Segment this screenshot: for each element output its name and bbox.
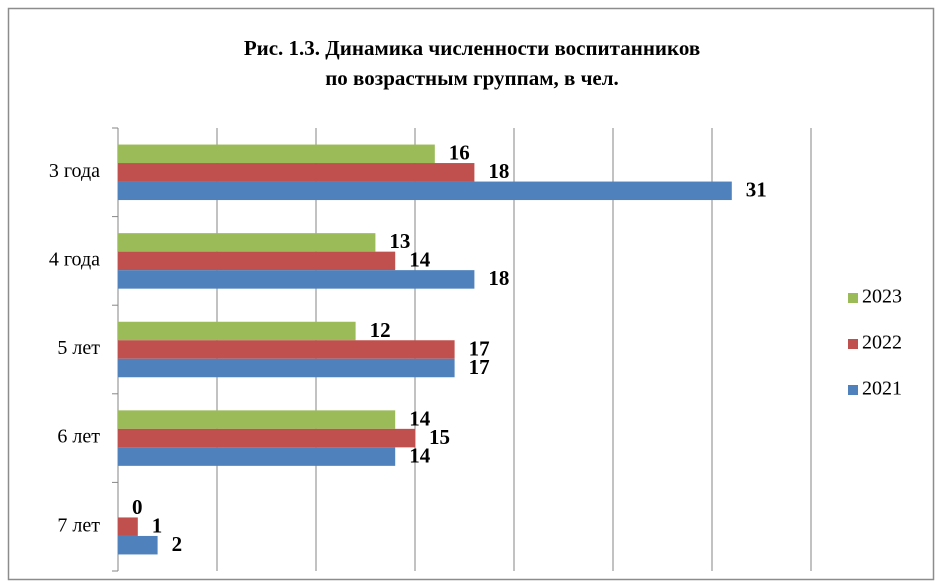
data-label: 14 (409, 406, 431, 430)
data-label: 14 (409, 443, 431, 467)
y-tick-label: 7 лет (57, 514, 100, 536)
bar (118, 144, 435, 164)
data-label: 18 (488, 159, 509, 183)
bar (118, 233, 376, 252)
bar (118, 447, 396, 466)
bar (118, 270, 475, 289)
data-label: 12 (370, 318, 391, 342)
bar (118, 251, 396, 271)
data-label: 31 (746, 178, 767, 202)
bar (118, 517, 138, 536)
data-label: 15 (429, 425, 450, 449)
data-label: 2 (172, 532, 183, 556)
y-tick-label: 3 года (49, 160, 100, 182)
bar (118, 163, 475, 182)
data-label: 17 (469, 355, 490, 379)
bar (118, 535, 158, 555)
data-label: 1 (152, 514, 163, 538)
bar (118, 340, 455, 359)
y-tick-label: 6 лет (57, 426, 100, 448)
bar (118, 358, 455, 378)
legend-swatch (848, 293, 858, 303)
y-tick-label: 5 лет (57, 337, 100, 359)
legend-label: 2021 (862, 378, 902, 400)
data-label: 13 (389, 229, 410, 253)
legend-swatch (848, 385, 858, 395)
y-tick-label: 4 года (49, 248, 100, 270)
data-label: 0 (132, 495, 143, 519)
data-label: 16 (449, 141, 470, 165)
chart-title: Рис. 1.3. Динамика численности воспитанн… (244, 36, 700, 60)
data-label: 18 (488, 266, 509, 290)
bar (118, 410, 396, 429)
chart-title: по возрастным группам, в чел. (325, 66, 619, 90)
legend-label: 2022 (862, 332, 902, 354)
bar (118, 321, 356, 341)
data-label: 17 (469, 336, 490, 360)
bar (118, 428, 415, 448)
data-label: 14 (409, 248, 431, 272)
bar (118, 181, 732, 201)
legend-label: 2023 (862, 286, 902, 308)
chart-frame (7, 7, 935, 581)
legend-swatch (848, 339, 858, 349)
